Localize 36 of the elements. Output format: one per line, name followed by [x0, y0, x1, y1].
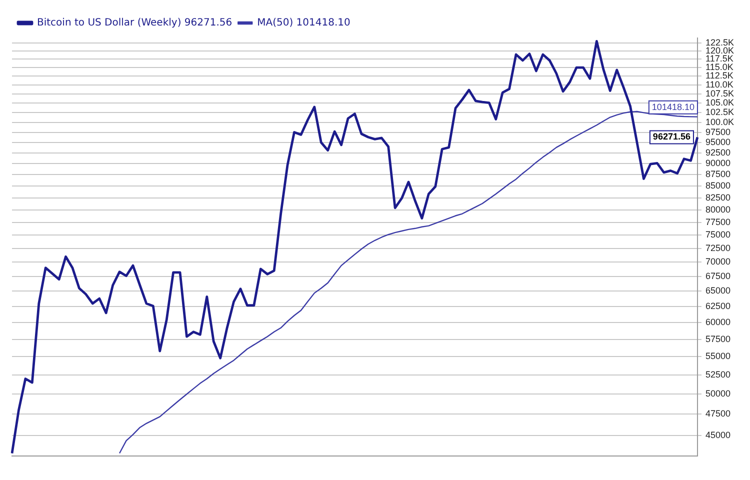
y-tick-label: 62500	[705, 301, 731, 312]
y-tick-label: 60000	[705, 317, 731, 328]
y-tick-label: 85000	[705, 180, 731, 191]
legend-label: MA(50) 101418.10	[257, 18, 350, 29]
y-tick-label: 55000	[705, 351, 731, 362]
y-tick-label: 70000	[705, 256, 731, 267]
y-tick-label: 122.5K	[705, 37, 734, 48]
y-tick-label: 65000	[705, 286, 731, 296]
y-tick-label: 120.0K	[705, 45, 734, 56]
y-tick-label: 102.5K	[705, 107, 734, 118]
y-tick-label: 50000	[705, 388, 731, 399]
y-tick-label: 80000	[705, 204, 731, 214]
y-tick-label: 100.0K	[705, 116, 734, 127]
y-tick-label: 117.5K	[705, 54, 734, 64]
y-tick-label: 115.0K	[705, 62, 734, 72]
y-tick-label: 75000	[705, 230, 731, 240]
legend-label: Bitcoin to US Dollar (Weekly) 96271.56	[37, 18, 232, 29]
y-tick-label: 92500	[705, 147, 731, 158]
y-tick-label: 45000	[705, 430, 731, 440]
data-label: 96271.56	[652, 132, 690, 142]
y-tick-label: 110.0K	[705, 79, 734, 90]
y-tick-label: 105.0K	[705, 98, 734, 108]
y-tick-label: 52500	[705, 369, 731, 380]
y-tick-label: 47500	[705, 408, 731, 419]
y-tick-label: 97500	[705, 126, 731, 137]
y-tick-label: 67500	[705, 270, 731, 281]
y-tick-label: 77500	[705, 216, 731, 227]
y-tick-label: 57500	[705, 334, 731, 344]
y-tick-label: 72500	[705, 242, 731, 253]
y-tick-label: 95000	[705, 136, 731, 147]
y-tick-label: 87500	[705, 169, 731, 180]
y-tick-label: 107.5K	[705, 88, 734, 98]
y-tick-label: 90000	[705, 158, 731, 168]
y-tick-label: 82500	[705, 192, 731, 202]
y-tick-label: 112.5K	[705, 70, 734, 81]
data-label: 101418.10	[652, 102, 694, 112]
